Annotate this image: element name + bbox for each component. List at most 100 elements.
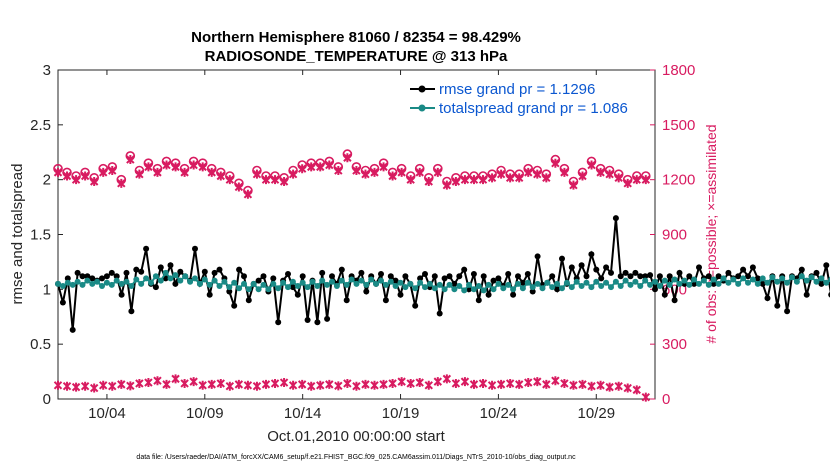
data-point [79,273,86,280]
obs-assimilated-point [524,167,533,177]
y-tick-label: 1 [43,281,51,298]
legend-rmse-marker [418,85,426,93]
obs-assimilated-point [505,173,515,183]
obs-assimilated-point [596,380,605,390]
data-point [735,273,742,280]
data-point [588,251,595,258]
obs-assimilated-point [605,382,614,392]
chart-title: Northern Hemisphere 81060 / 82354 = 98.4… [191,29,521,46]
legend: rmse grand pr = 1.1296 totalspread grand… [405,76,650,118]
data-point [431,285,438,292]
data-point [749,264,756,271]
obs-assimilated-point [198,380,207,390]
data-point [549,273,556,280]
data-point [231,279,238,286]
data-point [69,326,76,333]
data-point [118,291,125,298]
data-point [456,273,463,280]
data-point [656,273,663,280]
data-point [192,245,198,252]
obs-assimilated-point [225,175,235,185]
obs-assimilated-point [560,378,569,388]
data-point [749,276,756,283]
data-point [255,277,262,284]
obs-assimilated-point [496,169,506,179]
obs-assimilated-point [89,383,99,393]
data-point [108,269,115,276]
obs-assimilated-point [542,379,551,389]
obs-assimilated-point [343,153,352,163]
obs-assimilated-point [135,169,144,179]
obs-assimilated-point [623,178,632,188]
data-point [167,262,174,269]
data-point [392,277,399,284]
y2-tick-label: 300 [662,336,687,353]
x-tick-label: 10/09 [186,405,224,422]
data-point [612,278,619,285]
obs-assimilated-point [379,162,388,172]
data-point [490,277,497,284]
data-point [710,276,717,283]
data-point [647,272,654,279]
data-point [764,295,771,302]
data-point [475,283,482,289]
obs-assimilated-point [388,171,397,181]
data-point [588,284,595,291]
data-point [759,280,766,287]
data-point [363,281,370,288]
obs-assimilated-point [361,379,370,389]
data-point [343,297,350,304]
data-point [216,283,223,289]
data-point [177,268,184,275]
data-point [436,281,443,288]
data-point [201,268,208,275]
data-point [55,280,61,287]
x-tick-label: 10/14 [284,405,322,422]
obs-assimilated-point [71,382,81,392]
data-point [319,269,326,276]
data-point [466,281,472,288]
data-point [162,269,169,276]
obs-assimilated-point [171,374,180,384]
data-point [681,277,688,284]
obs-assimilated-point [569,380,578,390]
data-point [700,277,707,284]
data-point [431,273,438,280]
data-point [686,281,693,288]
obs-assimilated-point [80,171,90,181]
data-point [784,308,791,315]
data-point [422,271,428,277]
obs-assimilated-point [62,381,72,391]
data-point [211,269,218,276]
data-point [608,284,614,291]
data-point [696,280,702,287]
data-point [578,283,585,289]
data-point [480,287,487,294]
data-point [250,280,257,287]
obs-assimilated-point [478,175,488,185]
data-point [813,278,820,285]
obs-assimilated-point [207,379,216,389]
x-tick-label: 10/29 [578,405,616,422]
data-point [412,285,419,292]
legend-spread-marker [418,104,426,112]
data-point [789,274,795,281]
plot-area [57,69,656,400]
data-point [373,280,380,287]
data-point [524,279,531,286]
obs-assimilated-point [207,167,216,177]
obs-assimilated-point [605,169,614,179]
data-point [823,279,830,286]
obs-assimilated-point [370,167,379,177]
data-point [368,276,375,283]
data-point [59,299,66,306]
data-point [324,315,331,322]
data-point [686,273,693,280]
data-point [715,280,722,287]
data-point [603,264,610,271]
data-point [622,269,629,276]
obs-assimilated-point [270,175,280,185]
data-point [172,272,179,279]
obs-assimilated-point [632,175,641,185]
data-point [803,277,810,284]
